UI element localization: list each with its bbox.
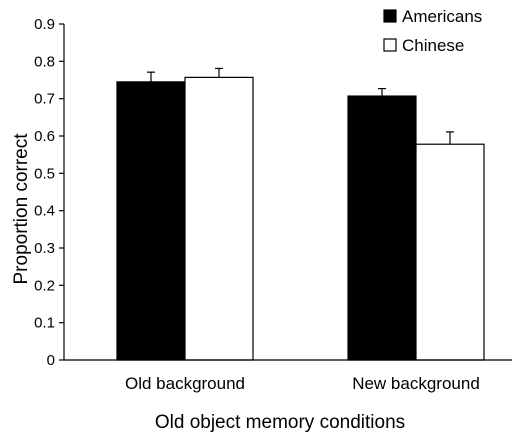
- y-axis-ticks: 0 0.1 0.2 0.3 0.4 0.5 0.6 0.7 0.8 0.9: [34, 16, 64, 369]
- bar: [415, 143, 485, 361]
- y-tick-label: 0.5: [34, 165, 55, 182]
- bar: [347, 95, 417, 361]
- x-tick-label: Old background: [125, 374, 245, 393]
- legend-label: Chinese: [402, 36, 464, 55]
- bar: [184, 76, 254, 361]
- bar: [116, 81, 186, 361]
- bars: [116, 76, 485, 361]
- y-tick-label: 0.3: [34, 240, 55, 257]
- legend-swatch: [383, 9, 397, 23]
- legend: Americans Chinese: [383, 7, 482, 55]
- x-tick-label: New background: [352, 374, 480, 393]
- legend-swatch: [383, 38, 397, 52]
- y-tick-label: 0.6: [34, 128, 55, 145]
- y-tick-label: 0.7: [34, 91, 55, 108]
- legend-label: Americans: [402, 7, 482, 26]
- y-tick-label: 0.2: [34, 277, 55, 294]
- y-tick-label: 0.9: [34, 16, 55, 33]
- x-axis-title: Old object memory conditions: [155, 412, 405, 433]
- y-tick-label: 0.1: [34, 315, 55, 332]
- error-bars: [147, 67, 454, 145]
- y-tick-label: 0.4: [34, 203, 55, 220]
- x-axis-tick-labels: Old background New background: [125, 374, 480, 393]
- y-tick-label: 0.8: [34, 53, 55, 70]
- y-axis-title: Proportion correct: [11, 133, 32, 285]
- y-tick-label: 0: [47, 352, 55, 369]
